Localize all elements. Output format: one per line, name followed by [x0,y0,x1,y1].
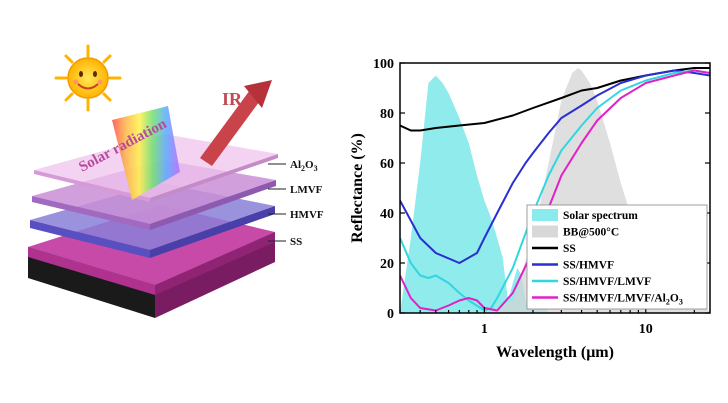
plot-frame [399,62,711,314]
series-line-ss-hmvf-lmvf [400,69,710,312]
label-ss: SS [290,236,302,248]
y-tick-label: 20 [380,257,394,272]
series-line-ss-hmvf-lmvf-al2o3 [400,69,710,312]
y-tick-label: 60 [380,157,394,172]
legend-swatch [532,209,558,221]
label-lmvf: LMVF [290,184,323,196]
x-tick-label: 1 [481,322,488,337]
label-al2o3: Al2O3 [290,159,318,173]
legend: Solar spectrum BB@500°C SS SS/HMVF SS/HMVF/L… [526,204,708,310]
layer-stack-diagram: Solar radiation IR [28,44,324,318]
ir-arrow [200,80,272,166]
legend-label: SS/HMVF [563,260,614,272]
x-axis-label: Wavelength (μm) [496,344,614,361]
y-tick-label: 80 [380,107,394,122]
layer-labels [268,163,286,242]
legend-swatch [532,225,558,238]
legend-label: SS/HMVF/LMVF [563,276,651,288]
legend-label: Solar spectrum [563,210,638,222]
legend-box [526,204,708,310]
y-tick-label: 0 [387,307,394,322]
solar-radiation-beam [112,106,180,200]
label-hmvf: HMVF [290,209,324,221]
y-tick-label: 40 [380,207,394,222]
series-line-ss-hmvf [400,69,710,264]
legend-label: BB@500°C [563,227,619,239]
sun-icon [54,44,122,112]
legend-label: SS/HMVF/LMVF/Al2O3 [563,293,683,307]
y-axis-label: Reflectance (%) [349,133,366,243]
x-tick-label: 10 [639,322,653,337]
y-tick-label: 100 [373,57,394,72]
ir-label: IR [222,89,243,109]
legend-label: SS [563,243,576,255]
